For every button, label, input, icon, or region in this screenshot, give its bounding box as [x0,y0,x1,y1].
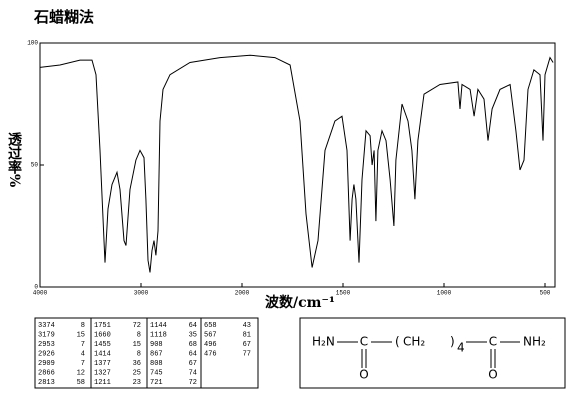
peak-transmittance: 25 [133,369,141,377]
peak-transmittance: 81 [243,331,251,339]
chart-title: 石蜡糊法 [33,8,94,26]
peak-wavenumber: 3374 [38,322,55,330]
peak-transmittance: 8 [137,331,141,339]
y-tick-label: 0 [34,284,38,291]
structure-text: NH₂ [523,335,546,349]
peak-transmittance: 74 [189,369,197,377]
peak-wavenumber: 1327 [94,369,111,377]
peak-wavenumber: 658 [204,322,217,330]
peak-transmittance: 64 [189,322,197,330]
peak-transmittance: 77 [243,350,251,358]
structure-text: O [488,368,497,382]
peak-wavenumber: 2953 [38,341,55,349]
peak-wavenumber: 1414 [94,350,111,358]
peak-wavenumber: 808 [150,360,163,368]
peak-transmittance: 68 [189,341,197,349]
peak-transmittance: 35 [189,331,197,339]
peak-wavenumber: 2909 [38,360,55,368]
peak-transmittance: 7 [81,360,85,368]
structure-bonds [337,341,520,368]
peak-wavenumber: 2866 [38,369,55,377]
peak-transmittance: 7 [81,341,85,349]
peak-transmittance: 4 [81,350,85,358]
y-axis-label: 透过率% [6,132,22,187]
peak-transmittance: 67 [243,341,251,349]
paren: ) [450,335,455,349]
structure-frame [299,317,566,389]
peak-transmittance: 58 [77,379,85,387]
x-axis-label: 波数/cm⁻¹ [265,294,335,311]
peak-wavenumber: 1455 [94,341,111,349]
peak-wavenumber: 1660 [94,331,111,339]
peak-transmittance: 15 [133,341,141,349]
y-tick-label: 50 [31,162,39,169]
x-tick-label: 500 [540,290,551,297]
x-tick-label: 1000 [437,290,452,297]
x-tick-label: 1500 [336,290,351,297]
peak-transmittance: 64 [189,350,197,358]
x-tick-label: 4000 [33,290,48,297]
structure-text: C [360,335,368,349]
structure-text: 4 [457,341,465,355]
peak-transmittance: 72 [133,322,141,330]
peak-transmittance: 43 [243,322,251,330]
peak-wavenumber: 1377 [94,360,111,368]
peak-wavenumber: 908 [150,341,163,349]
peak-transmittance: 36 [133,360,141,368]
peak-wavenumber: 1144 [150,322,167,330]
peak-wavenumber: 721 [150,379,163,387]
peak-wavenumber: 867 [150,350,163,358]
peak-transmittance: 23 [133,379,141,387]
x-tick-label: 3000 [134,290,149,297]
peak-wavenumber: 567 [204,331,217,339]
peak-transmittance: 8 [81,322,85,330]
x-tick-label: 2000 [235,290,250,297]
peak-wavenumber: 3179 [38,331,55,339]
peak-wavenumber: 1118 [150,331,167,339]
plot-frame [39,42,556,288]
paren: ( [395,335,400,349]
peak-transmittance: 67 [189,360,197,368]
peak-wavenumber: 496 [204,341,217,349]
structure-text: CH₂ [403,335,425,349]
spectrum-line [39,54,554,273]
peak-wavenumber: 1751 [94,322,111,330]
structure-text: O [359,368,368,382]
peak-wavenumber: 2813 [38,379,55,387]
structure-text: C [489,335,497,349]
y-tick-label: 100 [27,40,38,47]
peak-wavenumber: 745 [150,369,163,377]
peak-transmittance: 12 [77,369,85,377]
peak-transmittance: 8 [137,350,141,358]
peak-transmittance: 15 [77,331,85,339]
peak-wavenumber: 476 [204,350,217,358]
peak-transmittance: 72 [189,379,197,387]
peak-wavenumber: 2926 [38,350,55,358]
peak-wavenumber: 1211 [94,379,111,387]
structure-text: H₂N [312,335,335,349]
